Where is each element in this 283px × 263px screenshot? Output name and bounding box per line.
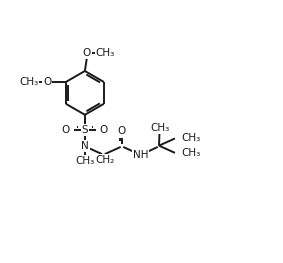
Text: O: O xyxy=(118,127,126,136)
Text: O: O xyxy=(100,125,108,135)
Text: O: O xyxy=(83,48,91,58)
Text: CH₃: CH₃ xyxy=(181,148,200,158)
Text: CH₃: CH₃ xyxy=(96,48,115,58)
Text: CH₃: CH₃ xyxy=(19,77,38,87)
Text: CH₃: CH₃ xyxy=(150,123,169,133)
Text: CH₃: CH₃ xyxy=(181,133,200,143)
Text: S: S xyxy=(82,125,88,135)
Text: CH₃: CH₃ xyxy=(75,156,95,166)
Text: CH₂: CH₂ xyxy=(95,155,114,165)
Text: O: O xyxy=(43,77,51,87)
Text: N: N xyxy=(81,141,89,151)
Text: NH: NH xyxy=(133,150,148,160)
Text: O: O xyxy=(62,125,70,135)
